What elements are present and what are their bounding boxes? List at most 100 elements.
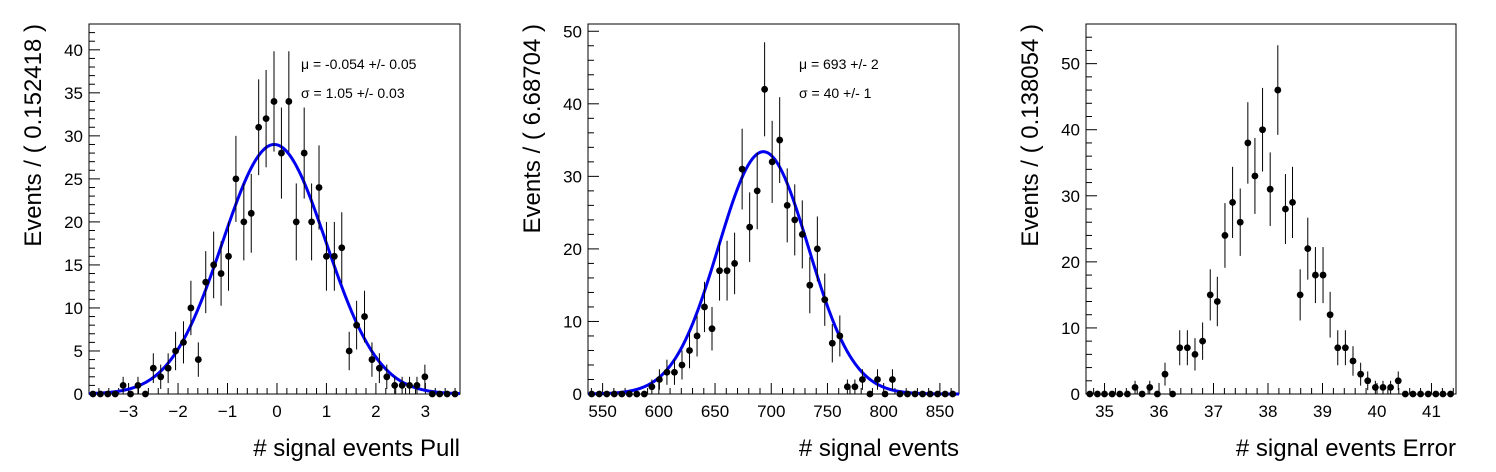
signal-error-histogram-panel: 35 36 37 38 39 40 41 0 10 20 30 40 50 # signal events…: [1017, 23, 1457, 462]
signal-events-fit-mean-label: μ = 693 +/- 2: [799, 56, 879, 72]
signal-error-data-point: [1146, 383, 1154, 391]
pull-data-point: [383, 373, 391, 381]
pull-data-point: [194, 356, 202, 363]
pull-data-point: [315, 184, 323, 191]
pull-data-point: [391, 381, 399, 389]
signal-events-data-point: [889, 376, 896, 383]
signal-events-fit-sigma-label: σ = 40 +/- 1: [799, 85, 872, 101]
signal-error-data-point: [1191, 350, 1199, 358]
signal-events-data-point: [798, 230, 806, 238]
pull-x-tick-label: −3: [119, 402, 138, 421]
signal-events-x-tick-label: 550: [588, 402, 616, 421]
pull-y-tick-label: 30: [64, 127, 83, 146]
signal-error-x-axis-title: # signal events Error: [1236, 435, 1456, 462]
pull-data-point: [278, 149, 285, 157]
pull-data-point: [270, 98, 278, 105]
pull-data-point: [202, 278, 210, 286]
signal-error-data-point: [1266, 185, 1274, 193]
signal-events-data-point: [843, 383, 851, 391]
pull-x-tick-label: 1: [322, 402, 331, 421]
pull-x-tick-label: 2: [371, 402, 380, 421]
signal-error-data-point: [1417, 390, 1424, 398]
signal-error-data-point: [1221, 232, 1229, 239]
signal-events-data-point: [926, 390, 934, 398]
signal-error-x-tick-label: 38: [1259, 402, 1278, 421]
signal-error-data-point: [1108, 390, 1116, 398]
pull-data-point: [111, 390, 119, 398]
signal-error-data-point: [1229, 198, 1236, 206]
signal-events-data-point: [708, 325, 716, 333]
pull-data-point: [300, 149, 308, 157]
pull-data-point: [451, 390, 459, 398]
pull-plot-frame: [88, 23, 461, 395]
pull-data-point: [232, 175, 240, 183]
signal-events-data-point: [821, 296, 829, 304]
signal-error-data-point: [1259, 126, 1266, 134]
pull-data-point: [323, 252, 330, 260]
pull-x-axis-title: # signal events Pull: [253, 435, 460, 462]
pull-data-point: [413, 381, 421, 389]
signal-events-data-point: [866, 390, 874, 398]
signal-events-data-point: [934, 390, 942, 398]
signal-events-data-point: [663, 368, 671, 376]
signal-events-data-point: [723, 267, 731, 275]
signal-events-x-tick-label: 800: [869, 402, 897, 421]
signal-events-data-point: [813, 245, 821, 253]
signal-error-data-point: [1334, 344, 1342, 352]
pull-data-point: [187, 304, 195, 312]
signal-error-data-point: [1236, 218, 1244, 226]
signal-events-x-tick-label: 600: [645, 402, 673, 421]
pull-data-point: [406, 381, 413, 389]
signal-events-data-point: [896, 390, 904, 398]
pull-data-point: [164, 364, 172, 372]
signal-events-data-point: [603, 390, 611, 398]
signal-error-data-point: [1094, 390, 1101, 398]
pull-x-tick-label: −1: [218, 402, 237, 421]
signal-events-plot-frame: [587, 23, 960, 395]
signal-error-y-tick-label: 40: [1061, 121, 1080, 140]
pull-data-point: [338, 244, 346, 252]
pull-data-point: [308, 218, 315, 226]
signal-error-data-point: [1282, 205, 1289, 213]
signal-events-y-tick-label: 0: [573, 385, 582, 404]
pull-data-point: [225, 252, 232, 260]
signal-error-x-tick-label: 35: [1095, 402, 1114, 421]
signal-error-data-point: [1206, 291, 1214, 299]
pull-y-tick-label: 5: [74, 342, 83, 361]
signal-error-data-point: [1251, 172, 1259, 180]
signal-events-data-point: [686, 347, 693, 354]
pull-data-point: [285, 98, 293, 105]
signal-events-data-point: [738, 165, 746, 173]
pull-data-point: [353, 321, 361, 329]
signal-events-data-point: [828, 339, 836, 347]
pull-fit-mean-label: μ = -0.054 +/- 0.05: [301, 56, 417, 72]
signal-error-x-tick-label: 41: [1422, 402, 1441, 421]
signal-error-data-point: [1447, 390, 1454, 398]
pull-data-point: [134, 381, 142, 389]
signal-events-data-point: [859, 376, 866, 383]
signal-error-data-point: [1101, 390, 1108, 398]
signal-error-data-point: [1371, 383, 1379, 391]
pull-data-point: [217, 270, 225, 277]
pull-data-point: [262, 115, 270, 123]
pull-x-tick-label: −2: [168, 402, 187, 421]
signal-events-data-point: [640, 390, 648, 398]
signal-error-x-tick-label: 40: [1368, 402, 1387, 421]
signal-error-data-point: [1424, 390, 1432, 398]
signal-error-data-point: [1439, 390, 1447, 398]
signal-error-data-point: [1387, 383, 1395, 391]
signal-events-data-point: [874, 376, 881, 383]
signal-error-data-point: [1326, 311, 1334, 319]
pull-gaussian-fit-curve: [88, 142, 461, 396]
signal-events-y-tick-label: 50: [563, 22, 582, 41]
signal-error-data-point: [1086, 390, 1094, 398]
pull-data-point: [345, 347, 353, 355]
signal-events-y-tick-label: 10: [563, 312, 582, 331]
signal-error-data-point: [1409, 390, 1417, 398]
signal-events-data-point: [911, 390, 919, 398]
pull-data-point: [421, 373, 429, 381]
signal-events-data-point: [836, 332, 844, 340]
pull-data-point: [210, 261, 218, 269]
signal-events-data-point: [610, 390, 618, 398]
